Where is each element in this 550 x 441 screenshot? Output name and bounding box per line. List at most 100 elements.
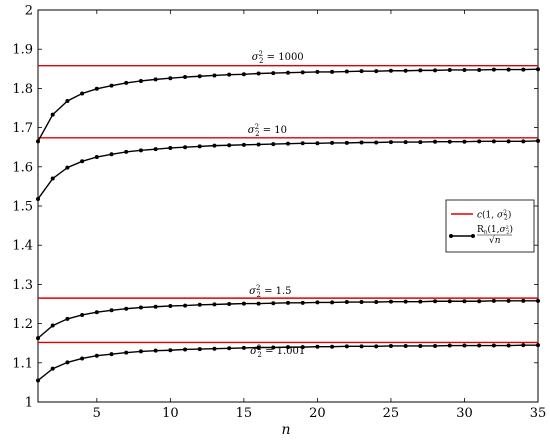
x-tick-label: 35	[530, 406, 547, 421]
series-point	[344, 300, 349, 305]
series-point	[403, 140, 408, 145]
series-point	[403, 68, 408, 73]
series-point	[300, 141, 305, 146]
series-point	[212, 73, 217, 78]
series-point	[80, 159, 85, 164]
y-tick-label: 1.7	[12, 121, 33, 136]
series-point	[36, 139, 40, 144]
y-tick-label: 2	[25, 4, 33, 19]
series-point	[168, 145, 173, 150]
x-tick-label: 20	[309, 406, 326, 421]
series-point	[462, 299, 467, 304]
series-point	[197, 74, 202, 79]
series-annotation: σ2 2 = 10	[248, 123, 287, 138]
series-point	[536, 138, 540, 143]
series-point	[183, 75, 188, 80]
series-point	[227, 302, 232, 306]
x-tick-label: 25	[383, 406, 400, 421]
series-point	[124, 80, 129, 85]
y-tick-label: 1.3	[12, 278, 33, 293]
series-point	[271, 301, 276, 306]
series-point	[388, 299, 393, 304]
series-point	[50, 323, 55, 328]
series-point	[447, 67, 452, 72]
series-point	[286, 345, 290, 350]
series-point	[521, 139, 526, 144]
series-point	[65, 98, 70, 103]
series-point	[271, 142, 276, 147]
series-point	[359, 140, 364, 145]
series-point	[462, 67, 467, 72]
series-point	[197, 144, 202, 149]
legend-label-series-denominator: √n	[489, 235, 501, 246]
series-point	[256, 345, 261, 350]
series-point	[168, 348, 173, 353]
y-tick-label: 1.8	[12, 82, 33, 97]
series-annotation: σ2 2 = 1.5	[249, 284, 291, 299]
series-point	[65, 360, 70, 365]
series-point	[374, 69, 379, 74]
series-point	[241, 72, 246, 77]
series-point	[36, 378, 40, 383]
series-point	[315, 141, 320, 146]
series-point	[477, 67, 482, 72]
series-point	[521, 67, 526, 72]
series-point	[374, 140, 379, 145]
series-point	[183, 303, 188, 308]
x-tick-label: 10	[162, 406, 179, 421]
series-point	[536, 298, 540, 303]
series-point	[403, 299, 408, 304]
series-point	[183, 145, 188, 150]
series-point	[506, 67, 511, 72]
series-line	[37, 300, 538, 339]
series-point	[241, 301, 246, 306]
series-point	[536, 67, 540, 72]
series-point	[491, 67, 496, 72]
series-point	[124, 149, 129, 154]
y-tick-label: 1.5	[12, 200, 33, 215]
series-point	[183, 347, 188, 352]
y-tick-label: 1.6	[12, 160, 33, 175]
series-point	[315, 69, 320, 74]
series-point	[315, 344, 320, 349]
series-point	[138, 78, 143, 83]
series-point	[36, 336, 40, 341]
series-point	[286, 70, 290, 75]
y-tick-label: 1.2	[12, 317, 33, 332]
series-point	[521, 343, 526, 348]
series-point	[65, 165, 70, 170]
series-point	[138, 148, 143, 153]
series-line	[37, 140, 539, 200]
series-point	[94, 310, 99, 315]
series-point	[447, 139, 452, 144]
series-point	[109, 352, 114, 357]
series-annotation: σ2 2 = 1.001	[250, 344, 305, 359]
series-point	[94, 86, 99, 91]
series-point	[80, 312, 85, 317]
series-point	[300, 345, 305, 350]
series-point	[138, 305, 143, 310]
series-point	[359, 69, 364, 74]
series-point	[94, 155, 99, 159]
series-point	[197, 302, 202, 307]
series-point	[227, 143, 232, 148]
series-point	[491, 139, 496, 144]
x-tick-label: 30	[456, 406, 473, 421]
series-point	[153, 77, 158, 82]
series-point	[65, 316, 70, 321]
plot-area	[36, 9, 540, 403]
series-point	[94, 353, 99, 358]
series-point	[374, 300, 379, 305]
series-point	[138, 349, 143, 354]
series-point	[418, 343, 423, 348]
series-point	[124, 306, 129, 311]
series-point	[241, 345, 246, 350]
series-line	[37, 68, 539, 142]
series-point	[344, 344, 349, 349]
series-point	[256, 301, 261, 306]
x-axis-label: n	[281, 422, 290, 438]
series-point	[418, 140, 423, 145]
series-point	[109, 152, 114, 157]
series-point	[286, 141, 290, 146]
